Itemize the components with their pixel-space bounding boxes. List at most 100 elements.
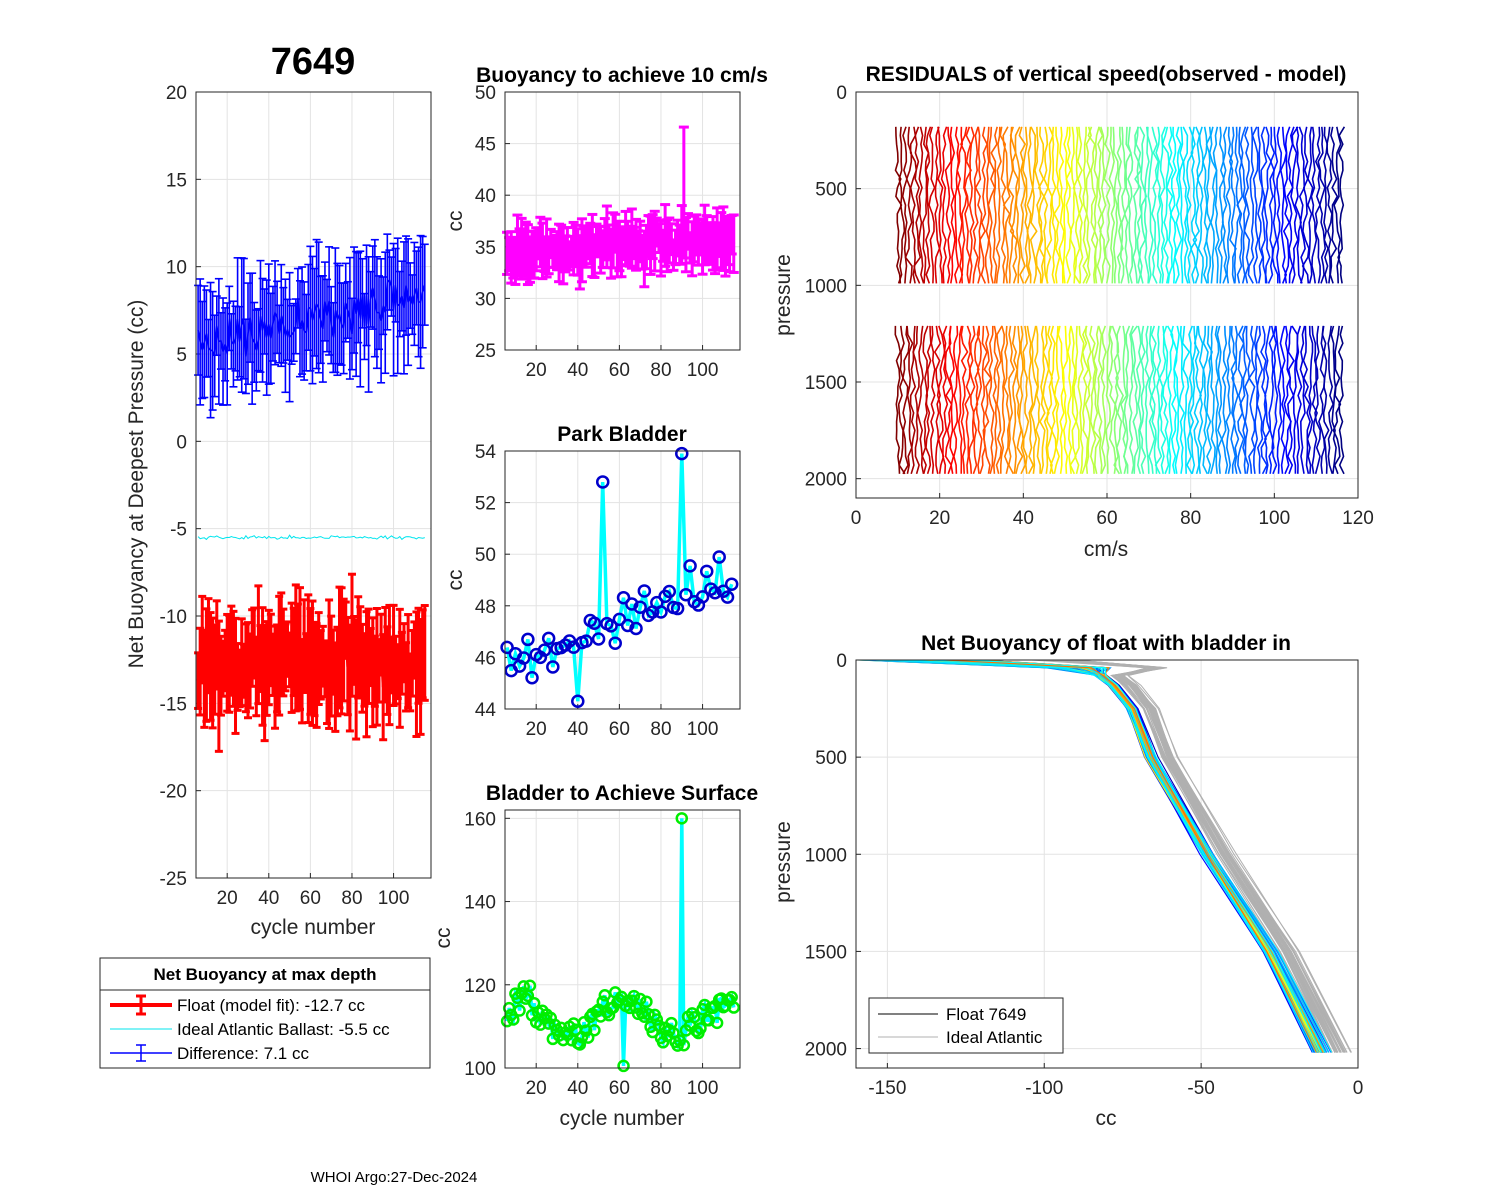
residual-profile: [1295, 325, 1303, 474]
residual-profile: [1058, 126, 1065, 284]
residual-profile: [1330, 325, 1337, 474]
park-bladder-point: [708, 585, 722, 600]
residual-profile: [1053, 325, 1060, 474]
resid-ytick-label: 0: [836, 83, 847, 104]
residual-profile: [1062, 325, 1069, 474]
residual-profile: [913, 126, 922, 284]
surface-bladder-point: [727, 1001, 741, 1014]
residual-profile: [1143, 126, 1150, 284]
residual-profile: [1214, 325, 1220, 474]
residual-profile: [1318, 325, 1326, 474]
residual-profile: [1062, 126, 1069, 284]
resid-xtick-label: 40: [1013, 508, 1034, 529]
residual-profile: [954, 126, 960, 284]
residual-profile: [1011, 325, 1019, 474]
prof-ytick-label: 1000: [805, 845, 847, 866]
residual-profile: [1092, 325, 1101, 474]
net-ytick-label: 5: [176, 345, 187, 366]
net-ytick-label: -10: [160, 607, 187, 628]
residual-profile: [1105, 325, 1112, 474]
surface-bladder-xlabel: cycle number: [560, 1107, 685, 1130]
park-bladder-point: [608, 636, 622, 650]
residual-profile: [949, 126, 956, 284]
residual-profile: [990, 126, 998, 284]
net-xtick-label: 80: [341, 888, 362, 909]
residual-profile: [1221, 126, 1228, 284]
surface-bladder-point: [642, 1007, 655, 1021]
park-bladder-point: [546, 660, 560, 674]
park-xtick-label: 80: [650, 719, 671, 740]
residual-profile: [1089, 325, 1097, 474]
residual-profile: [918, 126, 925, 284]
residual-profile: [1173, 126, 1183, 284]
residual-profile: [1251, 126, 1259, 284]
residual-profile: [1108, 126, 1116, 284]
residual-profile: [972, 325, 980, 475]
residual-profile: [1197, 325, 1205, 474]
residual-profile: [987, 126, 996, 284]
residual-profile: [956, 126, 964, 284]
residual-profile: [972, 126, 979, 284]
resid-xtick-label: 0: [851, 508, 862, 529]
residual-profile: [1248, 325, 1256, 474]
surface-bladder-point: [542, 1017, 555, 1030]
residual-profile: [1026, 325, 1035, 475]
net-plot-area: [196, 92, 431, 878]
residual-profile: [1046, 325, 1054, 474]
buoy-xtick-label: 100: [687, 360, 719, 381]
buoy-ytick-label: 50: [475, 83, 496, 104]
residual-profile: [1282, 126, 1291, 284]
residual-profile: [1007, 325, 1015, 475]
buoyancy-title: Buoyancy to achieve 10 cm/s: [476, 64, 768, 87]
net-xtick-label: 40: [258, 888, 279, 909]
residual-profile: [1326, 126, 1333, 284]
residual-profile: [1294, 126, 1303, 284]
park-bladder-point: [695, 590, 710, 604]
park-bladder-point: [537, 643, 552, 657]
residual-profile: [1002, 126, 1011, 284]
park-bladder-point: [712, 550, 726, 564]
park-xtick-label: 100: [687, 719, 719, 740]
float-profile-line: [978, 659, 1324, 1053]
residual-profile: [1237, 325, 1245, 475]
residual-profile: [995, 126, 1002, 284]
net-xtick-label: 60: [300, 888, 321, 909]
residual-profile: [1196, 126, 1204, 284]
surf-ytick-label: 100: [464, 1059, 496, 1080]
residual-profile: [1298, 126, 1306, 284]
surface-bladder-point: [660, 1029, 674, 1043]
residual-profile: [902, 325, 911, 475]
legend-float-marker: [110, 994, 172, 1016]
residual-profile: [979, 126, 988, 284]
residual-profile: [897, 325, 906, 475]
ideal-series-line: [197, 534, 425, 541]
residual-profile: [937, 126, 944, 284]
residual-profile: [1116, 126, 1124, 284]
residual-profile: [1022, 126, 1031, 284]
residual-profile: [968, 325, 976, 474]
residual-profile: [1119, 126, 1127, 284]
residual-profile: [1158, 325, 1167, 474]
buoyancy-axes: 20 40 60 80 100 25 30 35 40 45 50: [475, 83, 741, 381]
residual-profile: [979, 325, 988, 475]
residual-profile: [1193, 325, 1202, 475]
resid-frame: [855, 91, 1359, 499]
park-ytick-label: 46: [475, 648, 496, 669]
residual-profile: [1275, 325, 1283, 474]
float-profile-line: [899, 659, 1318, 1053]
residual-profile: [1096, 126, 1104, 284]
park-bladder-axes: 20 40 60 80 100 44 46 48 50 52 54: [475, 442, 741, 740]
residual-profile: [1337, 325, 1345, 475]
residual-profile: [1029, 325, 1039, 474]
residual-profile: [952, 325, 959, 474]
legend-title: Net Buoyancy at max depth: [154, 965, 377, 984]
profile-legend-ideal-label: Ideal Atlantic: [946, 1028, 1043, 1047]
ideal-profile-line: [1063, 659, 1345, 1053]
residual-profile: [1264, 325, 1271, 474]
prof-ytick-label: 1500: [805, 942, 847, 963]
residual-profile: [1165, 126, 1174, 284]
residual-profile: [1018, 325, 1027, 475]
residual-profile: [1181, 325, 1191, 474]
residual-profile: [940, 126, 948, 284]
residual-profile: [1263, 126, 1272, 284]
